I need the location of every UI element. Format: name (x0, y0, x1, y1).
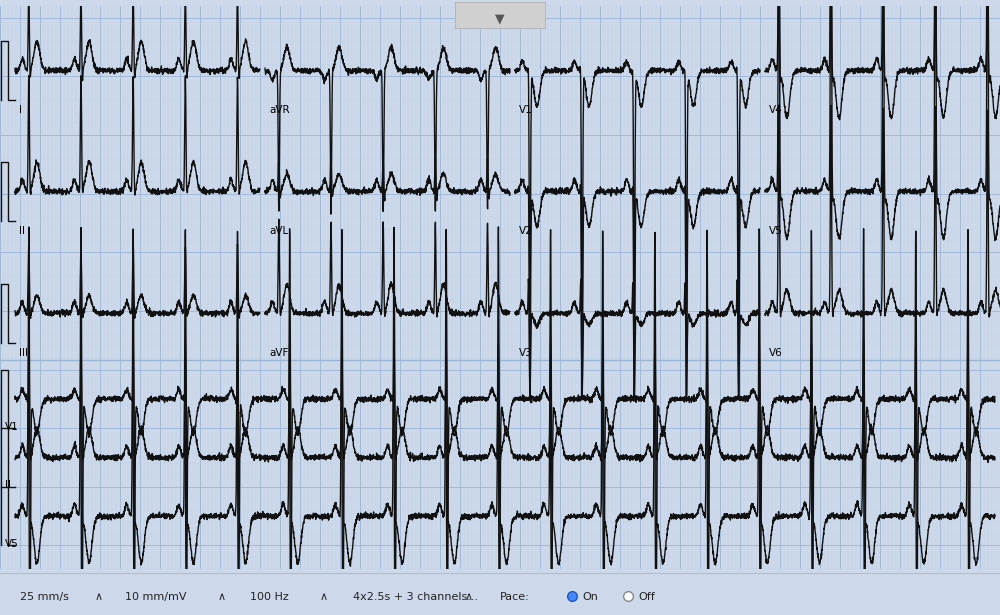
Text: V1: V1 (5, 422, 19, 432)
Text: V3: V3 (519, 348, 533, 358)
Text: III: III (19, 348, 28, 358)
Text: 25 mm/s: 25 mm/s (20, 592, 69, 603)
Text: 100 Hz: 100 Hz (250, 592, 289, 603)
Text: aVR: aVR (269, 105, 290, 115)
Text: II: II (19, 226, 25, 236)
Text: aVL: aVL (269, 226, 288, 236)
Text: aVF: aVF (269, 348, 288, 358)
Text: V4: V4 (769, 105, 783, 115)
Text: 4x2.5s + 3 channels...: 4x2.5s + 3 channels... (353, 592, 478, 603)
Text: ∧: ∧ (320, 592, 328, 603)
Text: ∧: ∧ (218, 592, 226, 603)
Text: 10 mm/mV: 10 mm/mV (125, 592, 186, 603)
Text: Pace:: Pace: (500, 592, 530, 603)
Text: V6: V6 (769, 348, 783, 358)
Text: ▼: ▼ (495, 12, 505, 25)
Text: ∧: ∧ (465, 592, 473, 603)
Text: II: II (5, 480, 11, 490)
Text: V1: V1 (519, 105, 533, 115)
Text: ∧: ∧ (95, 592, 103, 603)
Text: V5: V5 (769, 226, 783, 236)
Text: I: I (19, 105, 22, 115)
Text: V2: V2 (519, 226, 533, 236)
Text: V5: V5 (5, 539, 19, 549)
Text: On: On (582, 592, 598, 603)
Text: Off: Off (638, 592, 655, 603)
